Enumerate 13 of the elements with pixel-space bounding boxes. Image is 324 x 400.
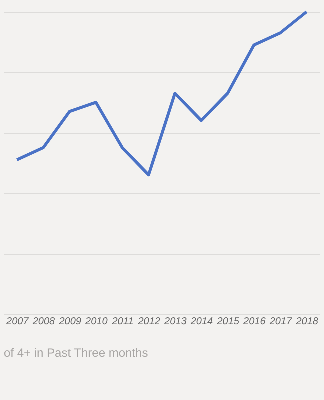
x-tick-label: 2009	[58, 316, 82, 328]
x-tick-label: 2015	[216, 316, 240, 328]
x-tick-label: 2014	[190, 316, 214, 328]
x-tick-label: 2011	[111, 316, 134, 328]
x-tick-label: 2010	[84, 316, 108, 328]
x-tick-label: 2008	[32, 316, 56, 328]
x-tick-label: 2016	[242, 316, 266, 328]
text: of 4+ in Past Three months	[3, 345, 150, 360]
x-tick-label: 2017	[268, 316, 293, 328]
x-tick-label: 2007	[6, 316, 30, 328]
x-tick-label: 2013	[164, 316, 188, 328]
x-tick-label: 2012	[137, 316, 161, 328]
x-tick-label: 2018	[295, 316, 319, 328]
